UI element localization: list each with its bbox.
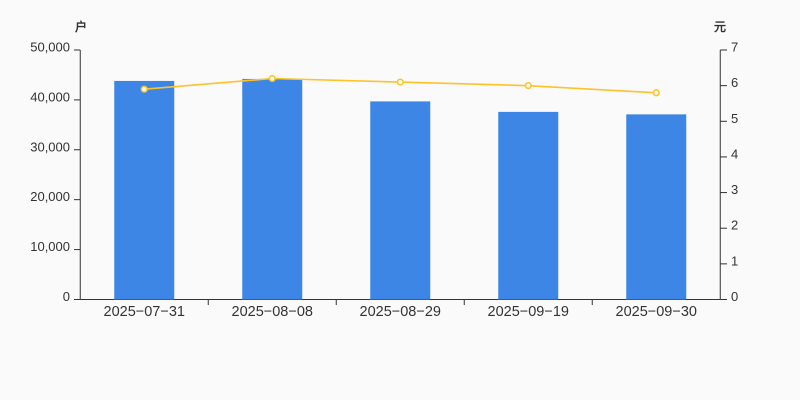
svg-text:40,000: 40,000 bbox=[30, 89, 70, 104]
svg-text:2025−09−19: 2025−09−19 bbox=[488, 304, 569, 320]
svg-text:0: 0 bbox=[63, 289, 70, 304]
svg-text:元: 元 bbox=[714, 20, 726, 34]
svg-text:2025−08−08: 2025−08−08 bbox=[232, 304, 313, 320]
svg-text:4: 4 bbox=[731, 146, 738, 161]
svg-text:50,000: 50,000 bbox=[30, 40, 70, 55]
svg-text:2: 2 bbox=[731, 218, 738, 233]
svg-text:5: 5 bbox=[731, 111, 738, 126]
svg-text:20,000: 20,000 bbox=[30, 189, 70, 204]
svg-text:30,000: 30,000 bbox=[30, 139, 70, 154]
svg-text:3: 3 bbox=[731, 182, 738, 197]
svg-text:户: 户 bbox=[75, 19, 87, 34]
svg-text:7: 7 bbox=[731, 40, 738, 55]
svg-text:10,000: 10,000 bbox=[30, 239, 70, 254]
svg-text:1: 1 bbox=[731, 253, 738, 268]
svg-text:6: 6 bbox=[731, 75, 738, 90]
svg-text:2025−07−31: 2025−07−31 bbox=[104, 304, 185, 320]
svg-text:2025−08−29: 2025−08−29 bbox=[360, 304, 441, 320]
svg-text:0: 0 bbox=[731, 289, 738, 304]
svg-text:2025−09−30: 2025−09−30 bbox=[616, 304, 697, 320]
